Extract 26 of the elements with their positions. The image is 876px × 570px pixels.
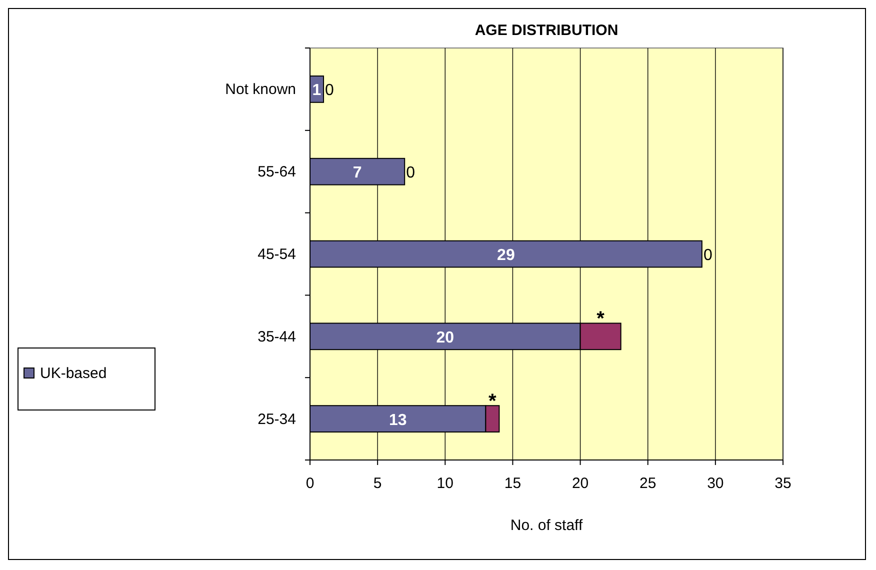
y-tick-label: 55-64 — [258, 164, 296, 181]
y-tick-label: 35-44 — [258, 328, 296, 346]
data-label: 20 — [436, 329, 454, 346]
x-tick-label: 10 — [436, 475, 454, 492]
x-axis-title: No. of staff — [510, 517, 584, 534]
y-tick-label: Not known — [225, 81, 296, 98]
y-tick-label: 25-34 — [258, 410, 296, 428]
data-label: * — [488, 390, 497, 413]
data-label: 7 — [352, 164, 362, 182]
x-tick-label: 5 — [373, 475, 382, 492]
data-label: 0 — [703, 247, 712, 264]
data-label: * — [596, 308, 605, 330]
data-label: 29 — [497, 247, 515, 264]
y-tick-label: 45-54 — [258, 246, 296, 263]
chart-title: AGE DISTRIBUTION — [474, 22, 618, 39]
data-label: 0 — [406, 164, 416, 182]
data-label: 1 — [312, 82, 322, 100]
x-tick-label: 20 — [572, 475, 589, 492]
x-tick-label: 15 — [504, 475, 522, 492]
data-label: 0 — [325, 82, 334, 100]
legend-label: UK-based — [40, 365, 107, 382]
x-tick-label: 0 — [306, 475, 314, 492]
x-tick-label: 35 — [774, 475, 792, 492]
data-label: 13 — [388, 412, 407, 429]
x-tick-label: 25 — [640, 475, 656, 492]
x-tick-label: 30 — [707, 475, 724, 492]
